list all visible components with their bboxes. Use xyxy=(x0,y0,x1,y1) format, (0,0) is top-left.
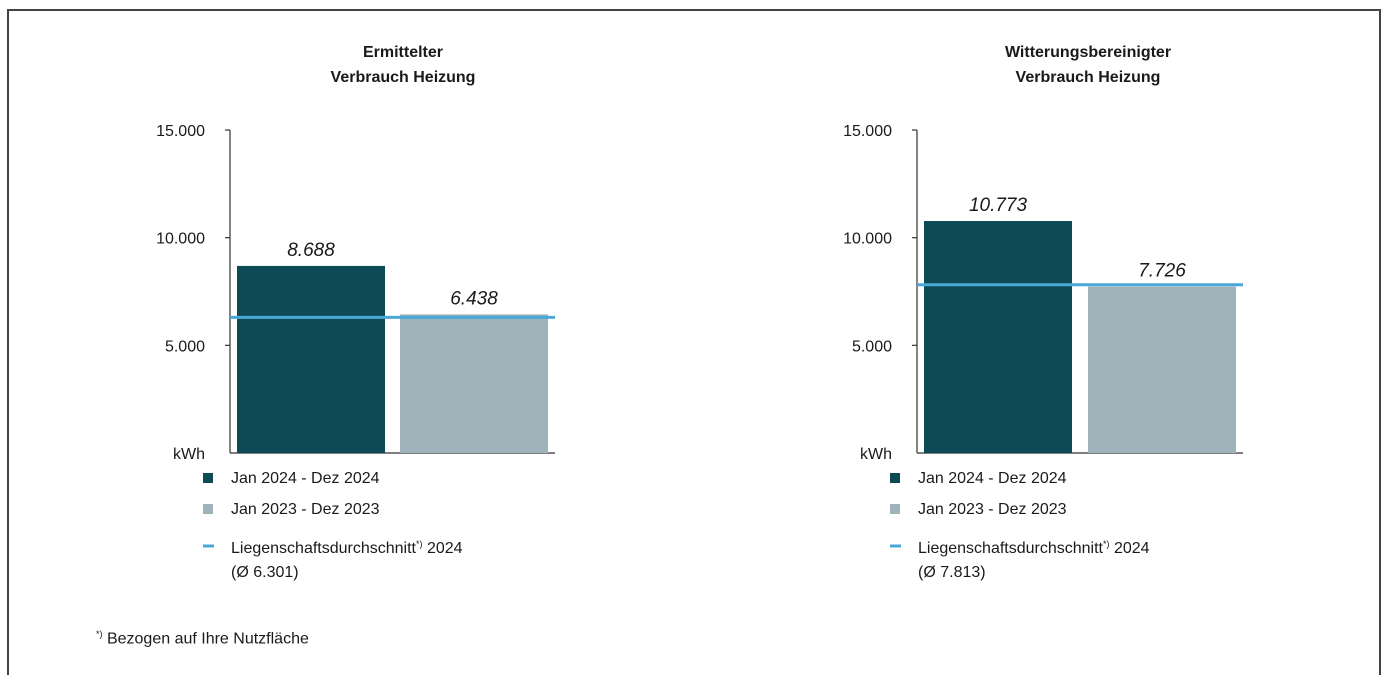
legend-label: Jan 2024 - Dez 2024 xyxy=(231,470,380,487)
chart-title-line: Verbrauch Heizung xyxy=(331,69,476,86)
legend-label: Jan 2023 - Dez 2023 xyxy=(918,501,1067,518)
footnote-text: Bezogen auf Ihre Nutzfläche xyxy=(106,630,309,648)
bar-value-label: 10.773 xyxy=(969,195,1028,216)
legend-label: Jan 2024 - Dez 2024 xyxy=(918,470,1067,487)
y-tick-label: 10.000 xyxy=(843,231,892,248)
bar-value-label: 6.438 xyxy=(450,288,498,309)
legend-swatch xyxy=(203,504,213,514)
legend-average-label: Liegenschaftsdurchschnitt*) 2024 xyxy=(918,539,1150,557)
bar-value-label: 8.688 xyxy=(287,240,335,261)
chart-title-line: Ermittelter xyxy=(363,44,443,61)
bar xyxy=(924,221,1072,453)
y-tick-label: 15.000 xyxy=(156,123,205,140)
bar xyxy=(400,314,548,453)
bar xyxy=(1088,286,1236,453)
legend-average-sublabel: (Ø 7.813) xyxy=(918,564,986,581)
legend-swatch xyxy=(203,473,213,483)
y-tick-label: 5.000 xyxy=(165,338,205,355)
bar xyxy=(237,265,385,453)
y-tick-label: 5.000 xyxy=(852,338,892,355)
chart-title-line: Verbrauch Heizung xyxy=(1016,69,1161,86)
chart-frame xyxy=(7,9,1381,675)
y-axis-unit-label: kWh xyxy=(860,446,892,463)
legend-swatch xyxy=(890,473,900,483)
legend-label: Jan 2023 - Dez 2023 xyxy=(231,501,380,518)
footnote: *) Bezogen auf Ihre Nutzfläche xyxy=(96,629,309,648)
legend-average-label: Liegenschaftsdurchschnitt*) 2024 xyxy=(231,539,463,557)
legend-swatch xyxy=(890,504,900,514)
y-tick-label: 10.000 xyxy=(156,231,205,248)
legend-average-sublabel: (Ø 6.301) xyxy=(231,564,299,581)
y-tick-label: 15.000 xyxy=(843,123,892,140)
chart-title-line: Witterungsbereinigter xyxy=(1005,44,1171,61)
bar-value-label: 7.726 xyxy=(1138,261,1186,282)
footnote-marker: *) xyxy=(96,629,103,639)
y-axis-unit-label: kWh xyxy=(173,446,205,463)
